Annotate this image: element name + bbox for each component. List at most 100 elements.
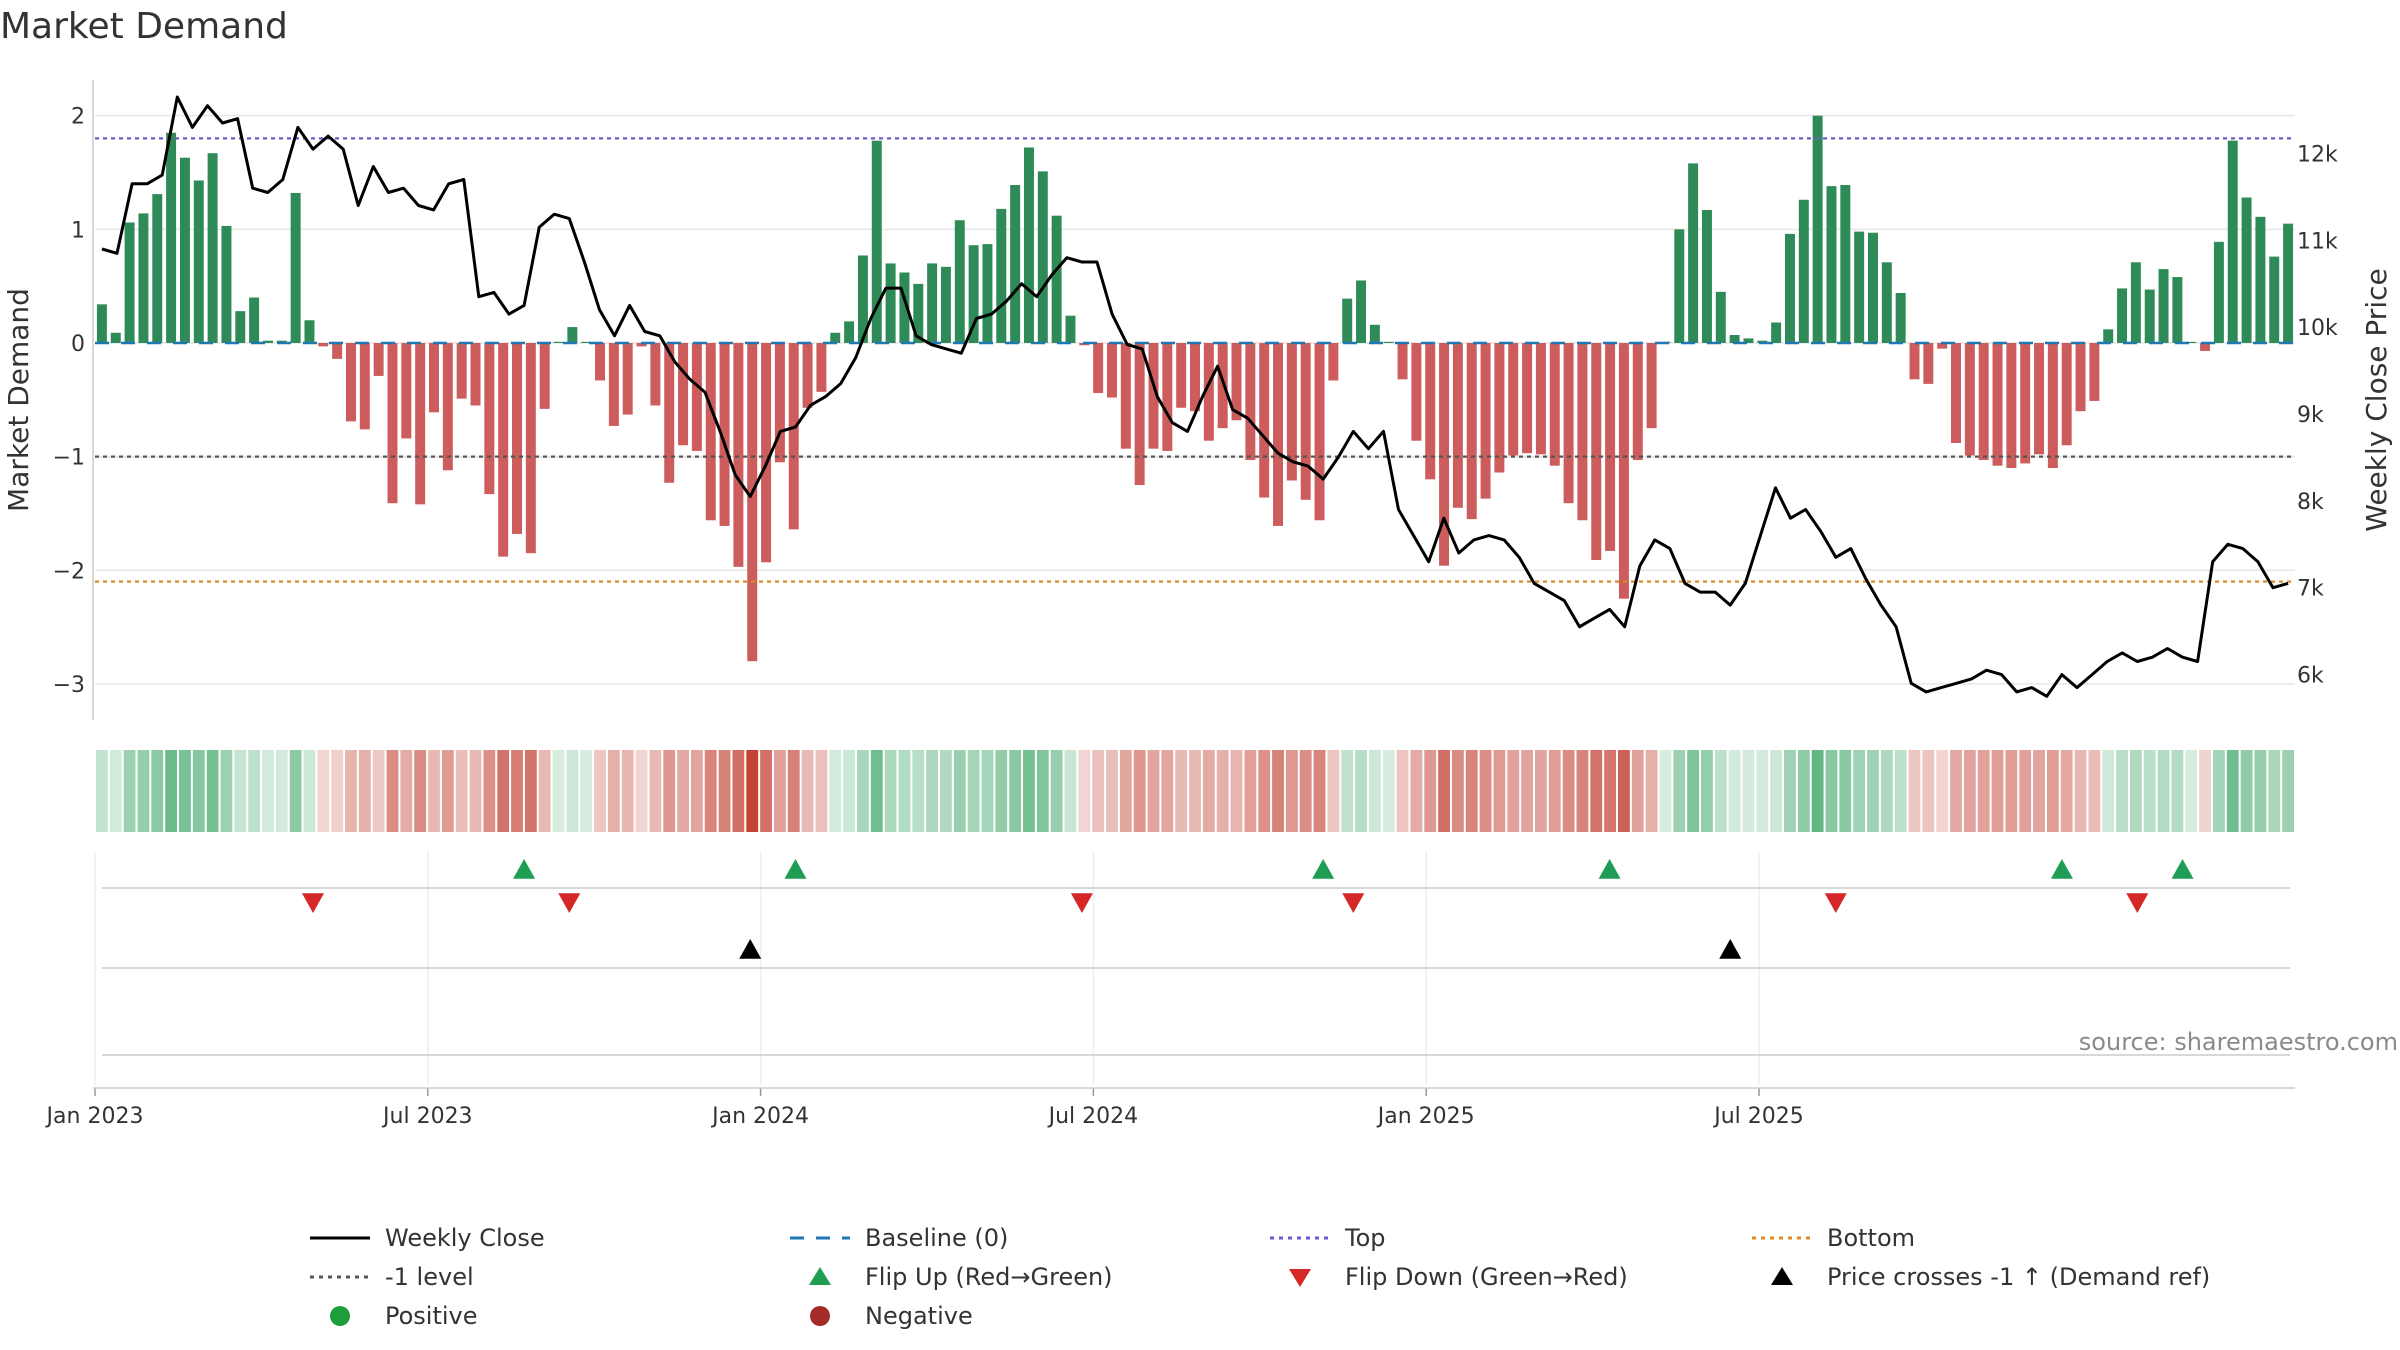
demand-strip-cell [497,750,510,832]
demand-strip-cell [995,750,1008,832]
demand-strip-cell [414,750,427,832]
demand-bar [871,140,882,343]
demand-strip-cell [2074,750,2087,832]
demand-strip-cell [511,750,523,832]
demand-bar [235,311,246,343]
demand-bar [1854,231,1865,343]
flip-down-marker [558,893,581,913]
demand-strip-cell [2157,750,2170,832]
demand-bar [761,342,772,563]
demand-bar [1369,324,1380,343]
price-cross-marker [739,939,762,959]
demand-bar [2034,342,2045,455]
demand-bar [1273,342,1283,526]
demand-bar [1383,341,1394,343]
demand-bar [1162,342,1173,451]
flip-down-marker [1070,893,1093,913]
demand-bar [1065,315,1076,343]
demand-bar [2269,256,2280,343]
demand-bar [968,245,979,343]
demand-bar [1826,186,1837,343]
demand-strip-cell [1977,750,1990,832]
demand-strip-cell [206,750,219,832]
x-tick-label: Jul 2024 [1047,1104,1139,1129]
legend-label: -1 level [385,1263,474,1291]
demand-strip-cell [1202,750,1215,832]
demand-strip-cell [1534,750,1547,832]
demand-strip-cell [1687,750,1700,832]
demand-bar [2241,197,2252,343]
demand-strip-cell [1299,750,1312,832]
demand-bar [1148,342,1159,449]
demand-bar [2213,241,2224,343]
flip-up-marker [513,859,536,879]
demand-strip-cell [1521,750,1533,832]
demand-bar [359,342,370,430]
demand-strip-cell [1244,750,1257,832]
demand-strip-cell [358,750,371,832]
demand-bar [442,342,453,471]
demand-strip-cell [1922,750,1935,832]
legend-swatch [809,1267,831,1285]
demand-strip-cell [1507,750,1520,832]
legend-item: -1 level [310,1263,474,1291]
demand-strip-cell [137,750,150,832]
demand-bar [1480,342,1491,499]
demand-strip-cell [594,750,606,832]
y2-tick-label: 8k [2297,490,2324,515]
demand-strip-cell [262,750,274,832]
demand-strip-cell [2088,750,2101,832]
demand-strip-cell [372,750,385,832]
demand-strip-cell [96,750,108,832]
demand-strip-cell [732,750,745,832]
demand-bar [747,342,758,662]
demand-strip-cell [898,750,911,832]
demand-bar [1909,342,1920,380]
demand-strip-cell [400,750,413,832]
demand-bar [345,342,356,422]
demand-bar [512,342,522,534]
demand-bar [1771,322,1782,343]
demand-strip-cell [1604,750,1617,832]
legend-label: Negative [865,1302,973,1330]
demand-bar [567,327,578,343]
demand-bar [2130,262,2141,343]
demand-bar [456,342,467,399]
demand-strip-cell [1728,750,1741,832]
demand-bar [1701,210,1712,343]
demand-bar [1314,342,1325,521]
demand-strip-cell [151,750,164,832]
demand-strip-cell [1313,750,1326,832]
demand-bar [1134,342,1145,486]
legend-item: Top [1270,1224,1386,1252]
demand-strip-cell [815,750,828,832]
demand-strip-cell [787,750,800,832]
demand-bar [1342,298,1353,343]
demand-bar [539,342,550,409]
demand-bar [581,341,592,343]
demand-bar [1397,342,1408,380]
demand-bar [138,213,149,343]
demand-strip-cell [2102,750,2115,832]
demand-bar [1176,342,1187,408]
demand-bar [1937,342,1948,349]
demand-bar [1508,342,1519,456]
demand-bar [553,341,564,343]
demand-bar [705,342,716,521]
demand-strip-cell [1147,750,1160,832]
demand-bar [2117,288,2128,343]
demand-bar [221,225,232,343]
demand-strip-cell [538,750,551,832]
flip-up-marker [2171,859,2194,879]
y2-axis-label: Weekly Close Price [2360,268,2393,531]
demand-strip-cell [1659,750,1672,832]
demand-bar [1494,342,1505,473]
demand-bar [1812,115,1823,343]
demand-strip-cell [1867,750,1879,832]
demand-strip-cell [469,750,482,832]
demand-strip-cell [1272,750,1284,832]
demand-bar [636,342,647,347]
demand-bar [2283,223,2294,343]
weekly-close-line [101,95,2289,698]
